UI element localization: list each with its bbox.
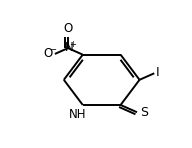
Text: O: O bbox=[63, 22, 73, 35]
Text: N: N bbox=[65, 41, 73, 54]
Text: I: I bbox=[156, 66, 160, 79]
Text: −: − bbox=[50, 45, 56, 54]
Text: O: O bbox=[44, 47, 53, 60]
Text: S: S bbox=[140, 106, 148, 119]
Text: +: + bbox=[69, 40, 76, 49]
Text: NH: NH bbox=[69, 108, 87, 121]
